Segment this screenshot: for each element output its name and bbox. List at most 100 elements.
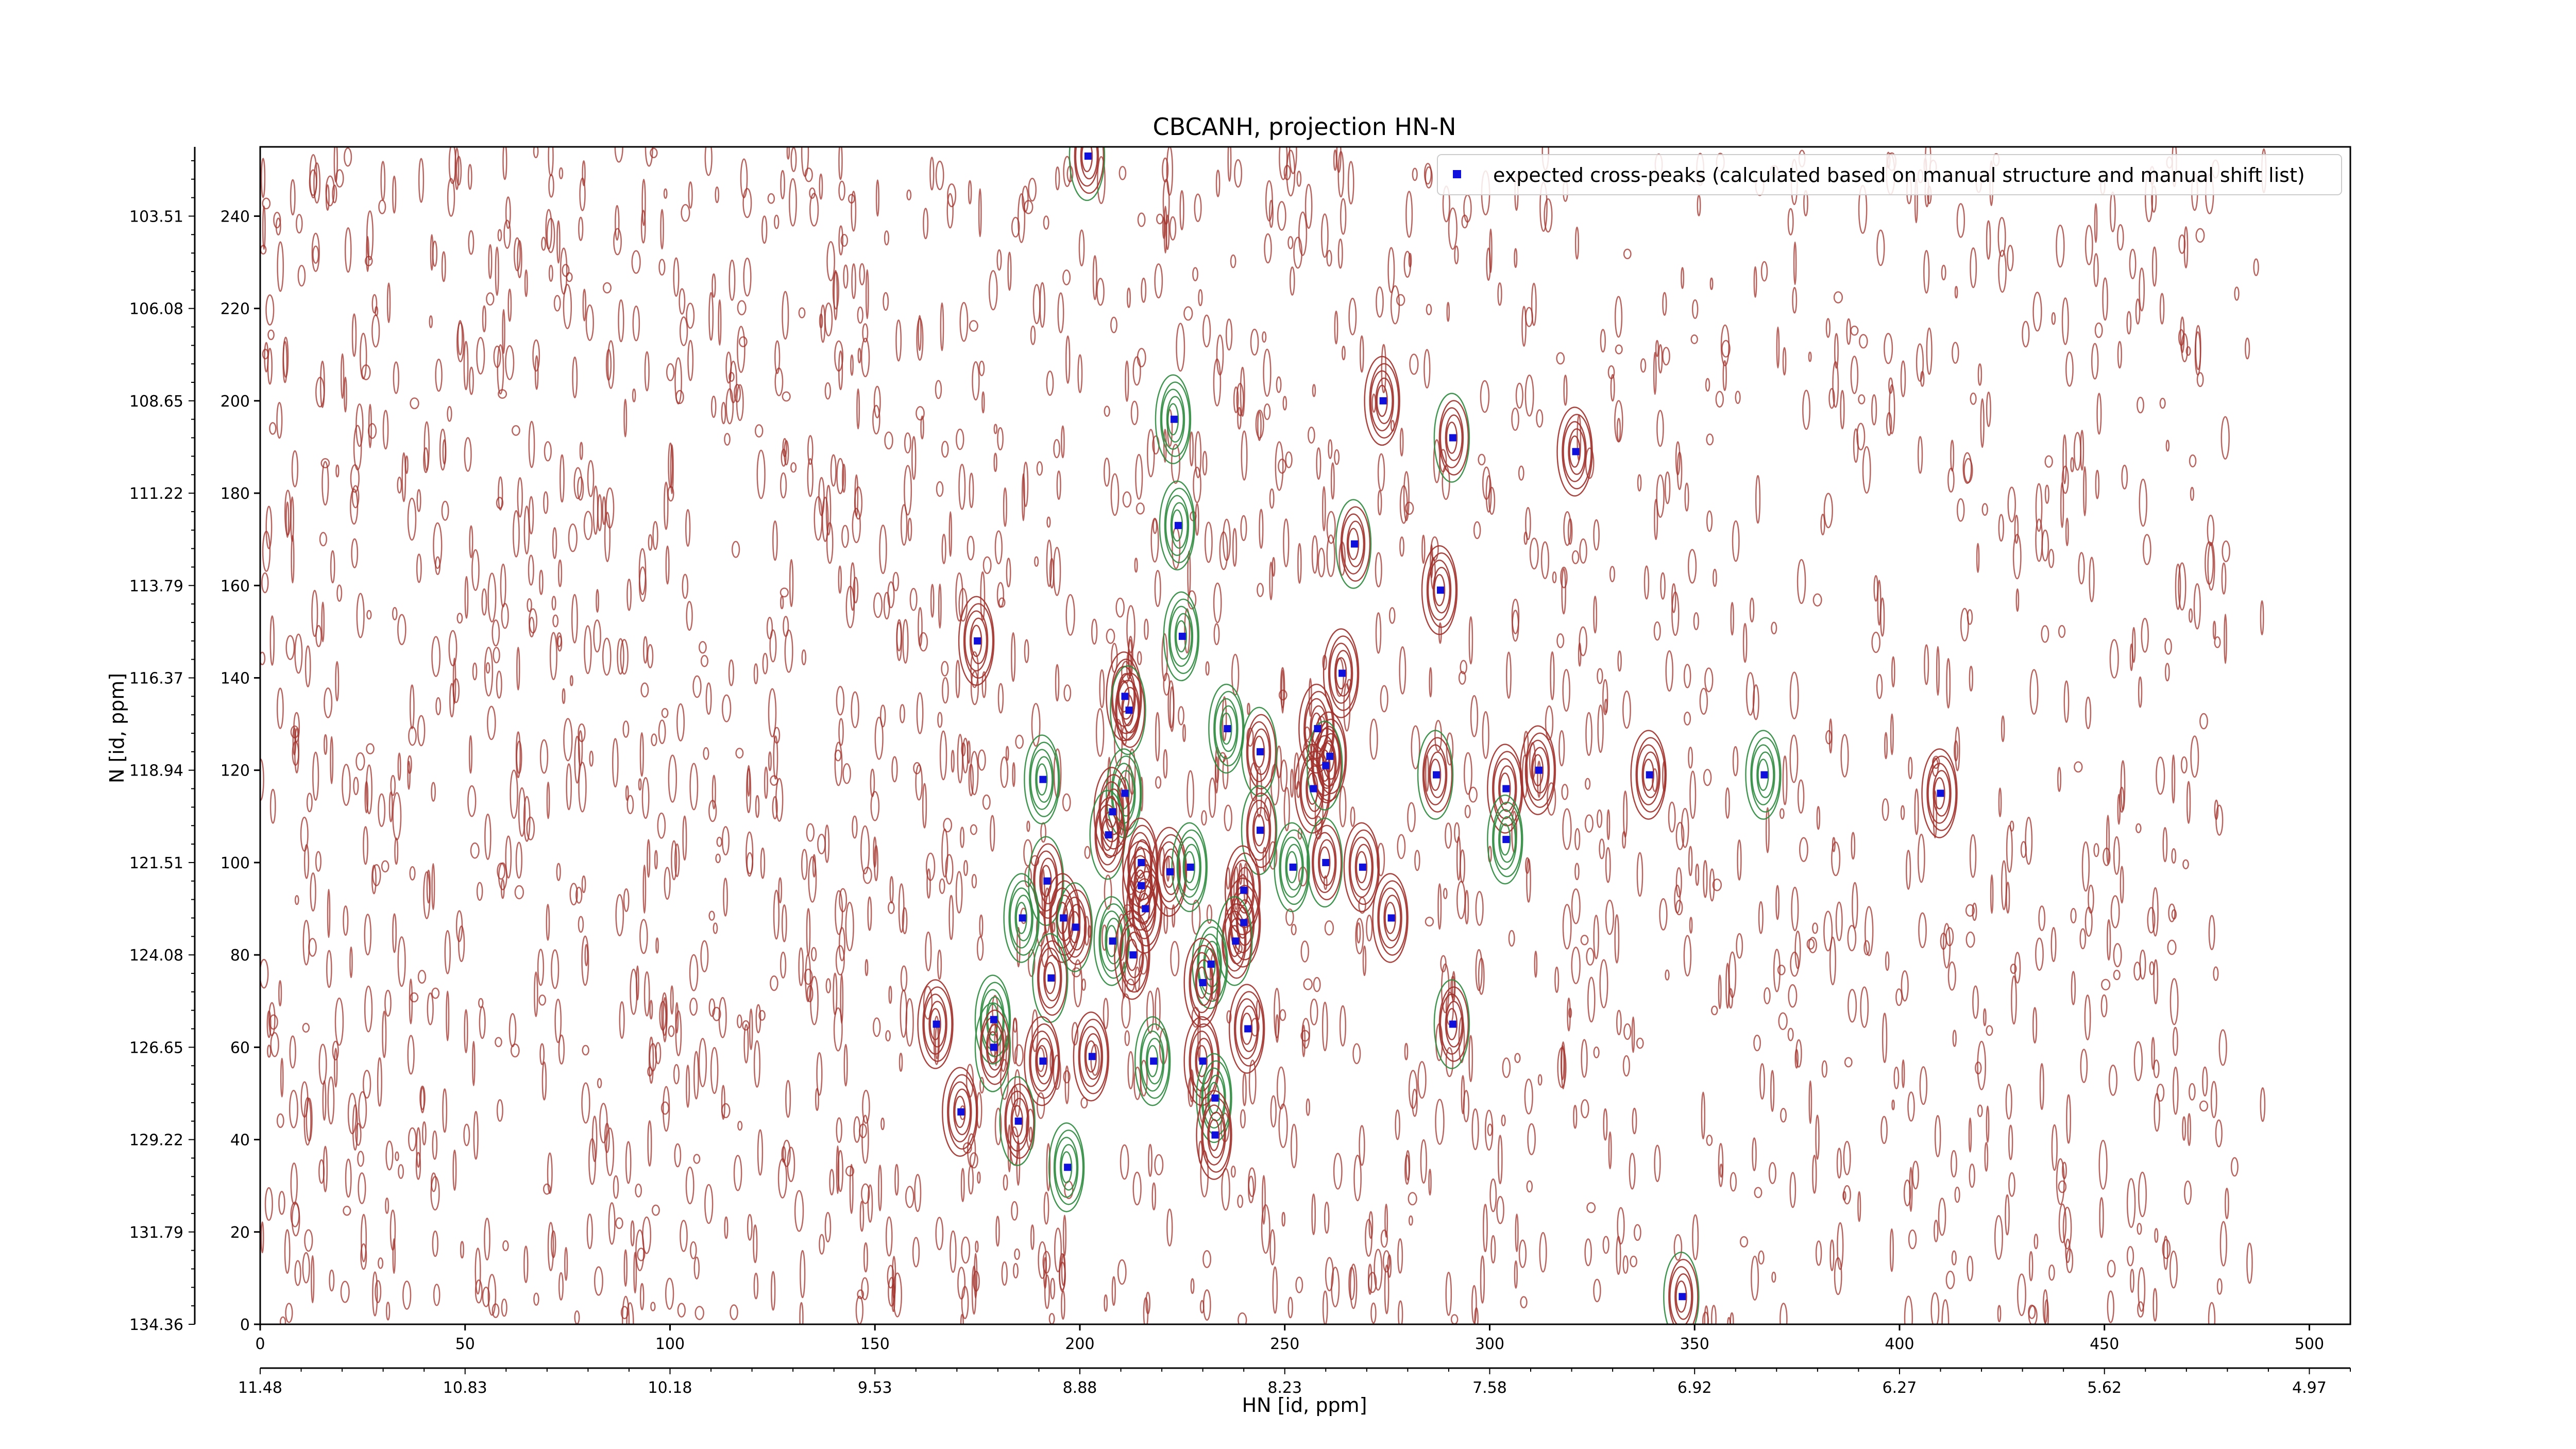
peak-contour [1321,733,1340,780]
legend-label: expected cross-peaks (calculated based o… [1493,164,2305,187]
peak-contour [1274,822,1310,913]
noise-contour [2154,1228,2159,1243]
noise-contour [1049,558,1055,589]
noise-contour [1336,147,1342,173]
noise-contour [773,735,778,780]
expected-peak-marker [1437,586,1445,594]
noise-contour [562,688,566,704]
noise-contour [2171,754,2176,804]
noise-contour [1656,410,1664,447]
noise-contour [807,458,814,497]
noise-contour [1408,1192,1417,1206]
noise-contour [1719,1164,1723,1178]
noise-contour [1403,471,1410,521]
noise-contour [819,173,823,200]
noise-contour [1497,282,1502,306]
peak-contour [1054,1137,1079,1198]
noise-contour [1222,696,1227,742]
noise-contour [1671,583,1676,613]
noise-contour [2033,1233,2039,1250]
noise-contour [1460,660,1468,675]
noise-contour [783,616,789,637]
noise-contour [884,431,893,450]
peak-contour [1487,744,1523,834]
noise-contour [267,1044,272,1058]
noise-contour [615,205,620,241]
noise-contour [1655,340,1659,357]
noise-contour [845,901,854,952]
noise-contour [366,610,372,620]
peak-contour [1569,435,1581,468]
noise-contour [1012,762,1015,787]
noise-contour [764,766,768,799]
noise-contour [1782,347,1787,376]
noise-contour [968,764,974,797]
noise-contour [548,147,554,177]
noise-contour [883,292,889,311]
noise-contour [770,1271,776,1311]
noise-contour [826,522,834,564]
noise-contour [407,761,411,790]
noise-contour [415,1152,421,1180]
noise-contour [1202,314,1211,348]
noise-contour [1356,922,1361,944]
noise-contour [1448,207,1458,250]
noise-contour [1137,348,1146,367]
noise-contour [878,1165,883,1211]
noise-contour [838,565,842,594]
noise-contour [904,465,912,516]
noise-contour [1423,163,1432,185]
noise-contour [1965,904,1975,917]
noise-contour [1919,1066,1928,1105]
noise-contour [801,649,807,666]
noise-contour [2215,1119,2223,1148]
noise-contour [851,263,856,299]
noise-contour [1377,453,1385,492]
noise-contour [1190,1278,1195,1294]
noise-contour [302,1023,310,1033]
noise-contour [872,405,880,435]
expected-peak-marker [1088,1053,1096,1060]
peak-contour [1106,925,1117,957]
noise-contour [457,925,465,963]
noise-contour [441,500,449,521]
noise-contour [657,812,666,839]
noise-contour [819,1234,825,1255]
noise-contour [260,958,269,989]
peak-contour [964,610,989,672]
peak-contour [1428,751,1447,798]
noise-contour [1970,247,1977,289]
noise-contour [1526,1180,1533,1193]
noise-contour [1847,924,1857,952]
noise-contour [492,619,500,647]
peak-contour [1056,882,1093,972]
noise-contour [768,688,777,737]
noise-contour [1425,916,1434,927]
peak-contour [1228,918,1246,965]
noise-contour [969,473,974,509]
peak-contour [1427,559,1452,621]
peak-contour [1048,1122,1085,1212]
x-tick-label: 150 [860,1335,890,1353]
noise-contour [988,270,998,311]
noise-contour [377,1057,382,1107]
noise-contour [1375,552,1382,587]
noise-contour [1127,1051,1134,1089]
noise-contour [1658,344,1663,374]
noise-contour [769,629,777,663]
noise-contour [1797,559,1806,604]
noise-contour [1145,1291,1150,1315]
noise-contour [1414,850,1420,871]
noise-contour [1489,1178,1497,1212]
noise-contour [798,307,806,318]
peak-contour [1175,620,1188,653]
noise-contour [711,273,716,298]
noise-contour [658,719,666,744]
noise-contour [2202,1066,2208,1097]
noise-contour [584,625,592,675]
noise-contour [551,596,556,611]
peak-contour [979,1009,1010,1085]
noise-contour [1024,639,1029,663]
noise-contour [1926,327,1933,375]
noise-contour [1884,333,1893,364]
